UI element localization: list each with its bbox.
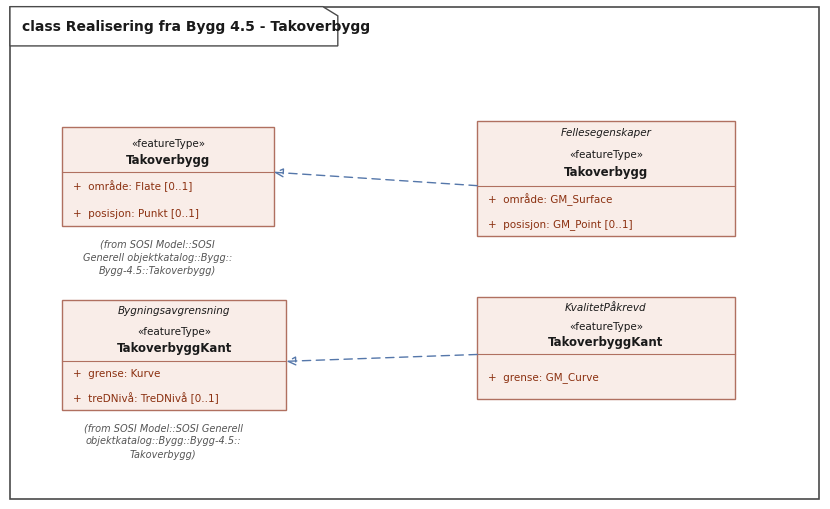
Text: +  posisjon: Punkt [0..1]: + posisjon: Punkt [0..1]	[73, 208, 199, 218]
Text: +  område: Flate [0..1]: + område: Flate [0..1]	[73, 180, 193, 192]
Text: +  område: GM_Surface: + område: GM_Surface	[488, 192, 613, 205]
Polygon shape	[10, 8, 338, 47]
Text: +  grense: Kurve: + grense: Kurve	[73, 369, 160, 379]
Text: «featureType»: «featureType»	[569, 149, 643, 159]
Text: Fellesegenskaper: Fellesegenskaper	[560, 128, 652, 138]
Text: Takoverbygg: Takoverbygg	[564, 166, 648, 179]
Bar	[62, 127, 274, 227]
Text: (from SOSI Model::SOSI
Generell objektkatalog::Bygg::
Bygg-4.5::Takoverbygg): (from SOSI Model::SOSI Generell objektka…	[83, 239, 232, 275]
Text: «featureType»: «featureType»	[131, 138, 205, 148]
Text: «featureType»: «featureType»	[137, 326, 212, 336]
Text: Takoverbygg: Takoverbygg	[126, 154, 210, 166]
Bar	[477, 298, 735, 400]
Text: TakoverbyggKant: TakoverbyggKant	[548, 336, 664, 349]
Text: Bygningsavgrensning: Bygningsavgrensning	[118, 306, 231, 316]
Bar	[62, 300, 286, 410]
Text: KvalitetPåkrevd: KvalitetPåkrevd	[565, 302, 647, 313]
Text: class Realisering fra Bygg 4.5 - Takoverbygg: class Realisering fra Bygg 4.5 - Takover…	[22, 20, 370, 34]
Bar	[477, 122, 735, 237]
Text: TakoverbyggKant: TakoverbyggKant	[116, 342, 232, 355]
Text: (from SOSI Model::SOSI Generell
objektkatalog::Bygg::Bygg-4.5::
Takoverbygg): (from SOSI Model::SOSI Generell objektka…	[84, 422, 242, 459]
Text: «featureType»: «featureType»	[569, 321, 643, 331]
Text: +  treDNivå: TreDNivå [0..1]: + treDNivå: TreDNivå [0..1]	[73, 392, 219, 404]
Text: +  posisjon: GM_Point [0..1]: + posisjon: GM_Point [0..1]	[488, 219, 632, 230]
Text: +  grense: GM_Curve: + grense: GM_Curve	[488, 372, 598, 383]
